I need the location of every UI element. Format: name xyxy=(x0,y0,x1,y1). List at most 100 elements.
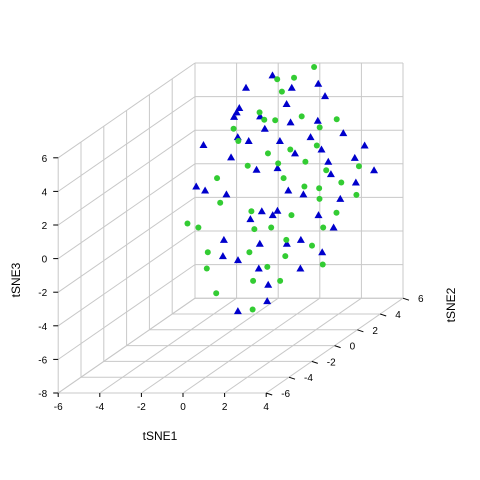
z-tick-label: 6 xyxy=(42,154,48,165)
data-point-circle xyxy=(214,175,221,182)
data-point-circle xyxy=(301,183,308,190)
data-point-triangle xyxy=(296,264,305,272)
y-tick-mark xyxy=(311,360,318,364)
x-tick-label: 2 xyxy=(222,402,228,413)
y-tick-mark xyxy=(266,392,273,396)
data-point-triangle xyxy=(314,79,323,87)
data-point-triangle xyxy=(296,235,305,243)
data-point-triangle xyxy=(268,211,277,219)
data-point-circle xyxy=(250,277,257,284)
z-tick-label: 2 xyxy=(42,221,48,232)
data-point-circle xyxy=(316,185,323,192)
data-point-circle xyxy=(288,212,295,219)
data-point-circle xyxy=(261,116,268,123)
y-tick-mark xyxy=(288,376,296,380)
data-point-triangle xyxy=(299,190,308,198)
data-point-triangle xyxy=(256,112,265,120)
x-tick-label: -6 xyxy=(54,402,63,413)
data-point-circle xyxy=(195,224,202,231)
data-point-triangle xyxy=(273,206,282,214)
data-point-circle xyxy=(213,290,220,297)
z-tick-label: 4 xyxy=(42,187,48,198)
data-point-circle xyxy=(338,179,345,186)
data-points xyxy=(184,63,379,315)
data-point-circle xyxy=(355,163,362,170)
data-point-circle xyxy=(251,226,258,233)
data-point-triangle xyxy=(219,235,228,243)
x-tick-label: -2 xyxy=(137,402,146,413)
data-point-circle xyxy=(333,116,340,123)
data-point-triangle xyxy=(233,307,242,315)
y-tick-mark xyxy=(334,345,341,349)
data-point-triangle xyxy=(252,165,261,173)
x-tick-label: 4 xyxy=(263,402,269,413)
data-point-circle xyxy=(204,249,211,256)
z-tick-label: -6 xyxy=(38,355,47,366)
data-point-circle xyxy=(235,138,242,145)
data-point-circle xyxy=(184,220,191,227)
left-wall-grid-line xyxy=(57,297,196,394)
data-point-triangle xyxy=(257,207,266,215)
data-point-circle xyxy=(316,195,323,202)
data-point-triangle xyxy=(291,149,299,157)
left-wall-grid-line xyxy=(57,129,196,226)
data-point-circle xyxy=(323,167,330,174)
data-point-triangle xyxy=(336,194,345,202)
data-point-triangle xyxy=(329,223,338,231)
data-point-circle xyxy=(298,113,305,120)
data-point-triangle xyxy=(282,239,291,247)
data-point-triangle xyxy=(232,108,241,116)
data-point-triangle xyxy=(326,170,335,178)
data-point-circle xyxy=(277,277,284,284)
data-point-triangle xyxy=(370,166,379,174)
data-point-triangle xyxy=(227,153,236,161)
y-tick-mark xyxy=(402,297,410,301)
left-wall-grid-line xyxy=(57,264,196,360)
data-point-triangle xyxy=(192,182,201,190)
data-point-triangle xyxy=(339,129,348,137)
data-point-circle xyxy=(246,249,253,256)
data-point-triangle xyxy=(350,153,359,161)
data-point-circle xyxy=(244,162,251,169)
data-point-triangle xyxy=(351,178,360,186)
data-point-circle xyxy=(309,242,315,249)
y-tick-mark xyxy=(380,313,387,317)
data-point-triangle xyxy=(321,92,330,100)
z-tick-label: -2 xyxy=(38,288,47,299)
data-point-triangle xyxy=(235,103,244,111)
x-tick-label: 0 xyxy=(180,402,186,413)
data-point-circle xyxy=(264,150,271,157)
axis-ticks: -6 -4 -2 0 2 4 -6 -4 -2 0 2 4 6 -8 -6 -4 -2 0 2 4 6 xyxy=(38,154,424,413)
data-point-circle xyxy=(287,146,294,153)
data-point-triangle xyxy=(201,186,210,194)
data-point-triangle xyxy=(306,133,315,141)
data-point-triangle xyxy=(286,118,295,126)
data-point-triangle xyxy=(233,133,242,141)
y-tick-label: 0 xyxy=(350,342,356,353)
data-point-triangle xyxy=(318,248,327,256)
data-point-triangle xyxy=(313,116,322,124)
data-point-triangle xyxy=(275,137,284,145)
left-wall-grid-line xyxy=(57,230,196,327)
data-point-triangle xyxy=(255,239,264,247)
z-tick-label: -4 xyxy=(38,322,47,333)
data-point-triangle xyxy=(234,256,242,264)
y-tick-label: 4 xyxy=(395,310,401,321)
data-point-circle xyxy=(203,265,210,272)
data-point-circle xyxy=(217,199,224,206)
data-point-circle xyxy=(272,117,279,124)
data-point-triangle xyxy=(230,112,239,120)
data-point-triangle xyxy=(317,145,326,153)
left-wall-grid-line xyxy=(57,163,196,260)
data-point-circle xyxy=(333,209,340,216)
data-point-triangle xyxy=(268,71,277,79)
data-point-triangle xyxy=(324,157,333,165)
z-tick-label: -8 xyxy=(38,389,47,400)
data-point-triangle xyxy=(244,137,253,145)
data-point-circle xyxy=(278,88,285,95)
y-tick-label: 2 xyxy=(372,326,378,337)
data-point-circle xyxy=(353,191,360,198)
data-point-triangle xyxy=(314,211,323,219)
data-point-triangle xyxy=(273,164,282,172)
